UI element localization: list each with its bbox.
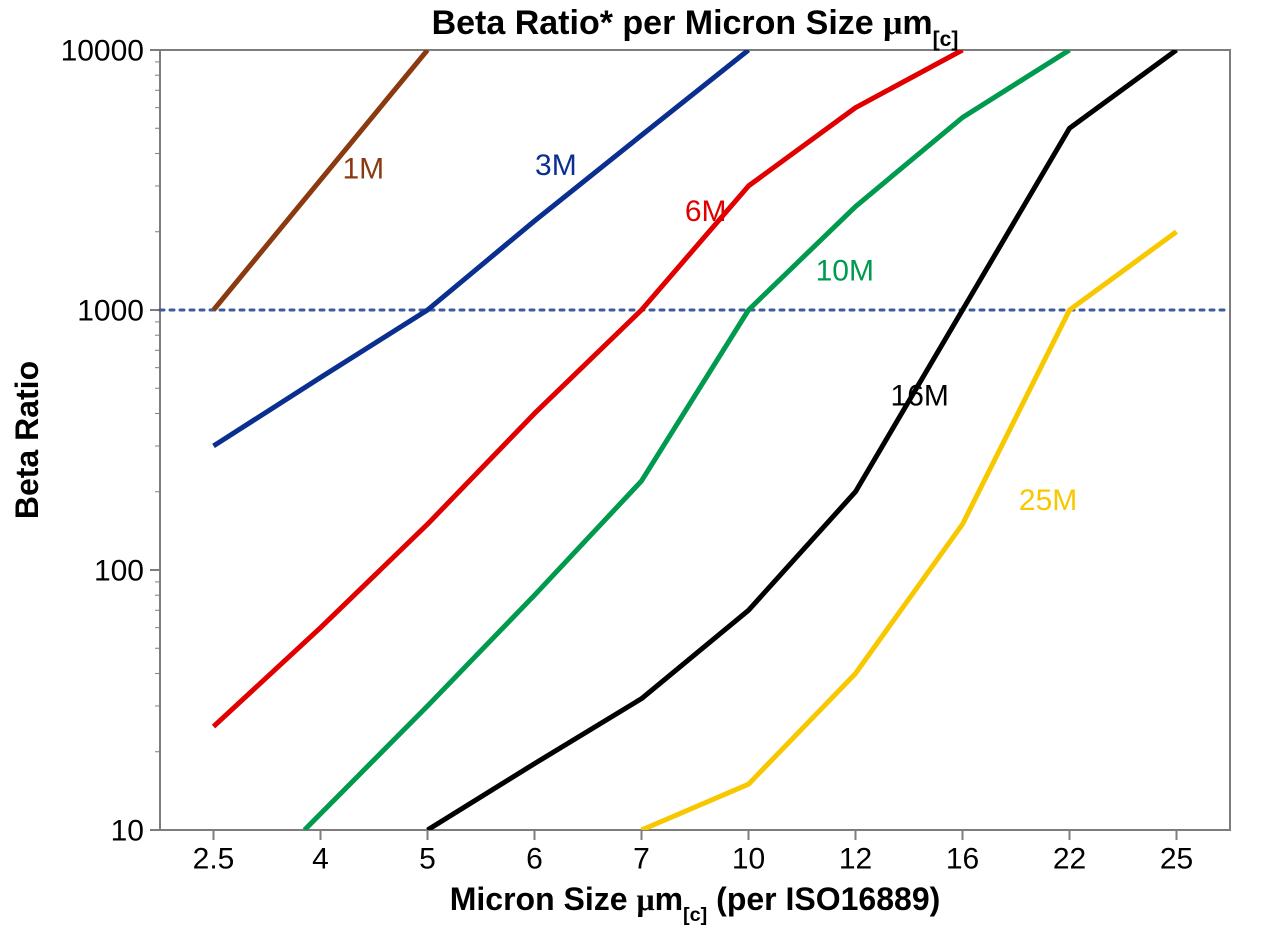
svg-text:10: 10 — [111, 815, 144, 848]
svg-text:4: 4 — [312, 843, 329, 876]
svg-text:25: 25 — [1160, 843, 1193, 876]
svg-text:5: 5 — [419, 843, 436, 876]
svg-text:Beta Ratio: Beta Ratio — [9, 361, 45, 519]
svg-text:12: 12 — [839, 843, 872, 876]
svg-text:100: 100 — [94, 555, 144, 588]
svg-text:6M: 6M — [685, 195, 727, 228]
svg-text:3M: 3M — [535, 149, 577, 182]
svg-text:10M: 10M — [816, 254, 874, 287]
svg-text:16: 16 — [946, 843, 979, 876]
svg-text:7: 7 — [633, 843, 650, 876]
svg-text:6: 6 — [526, 843, 543, 876]
svg-text:10000: 10000 — [61, 35, 144, 68]
svg-text:1M: 1M — [342, 153, 384, 186]
svg-text:16M: 16M — [891, 379, 949, 412]
svg-text:10: 10 — [732, 843, 765, 876]
chart-svg: 2.5 4 5 6 7 10 12 16 22 25 10 100 1000 10000 1M 3M 6M 10M… — [0, 0, 1271, 930]
svg-text:1000: 1000 — [77, 295, 144, 328]
svg-text:22: 22 — [1053, 843, 1086, 876]
beta-ratio-chart: 2.5 4 5 6 7 10 12 16 22 25 10 100 1000 10000 1M 3M 6M 10M… — [0, 0, 1271, 930]
svg-text:2.5: 2.5 — [193, 843, 235, 876]
svg-text:25M: 25M — [1019, 484, 1077, 517]
